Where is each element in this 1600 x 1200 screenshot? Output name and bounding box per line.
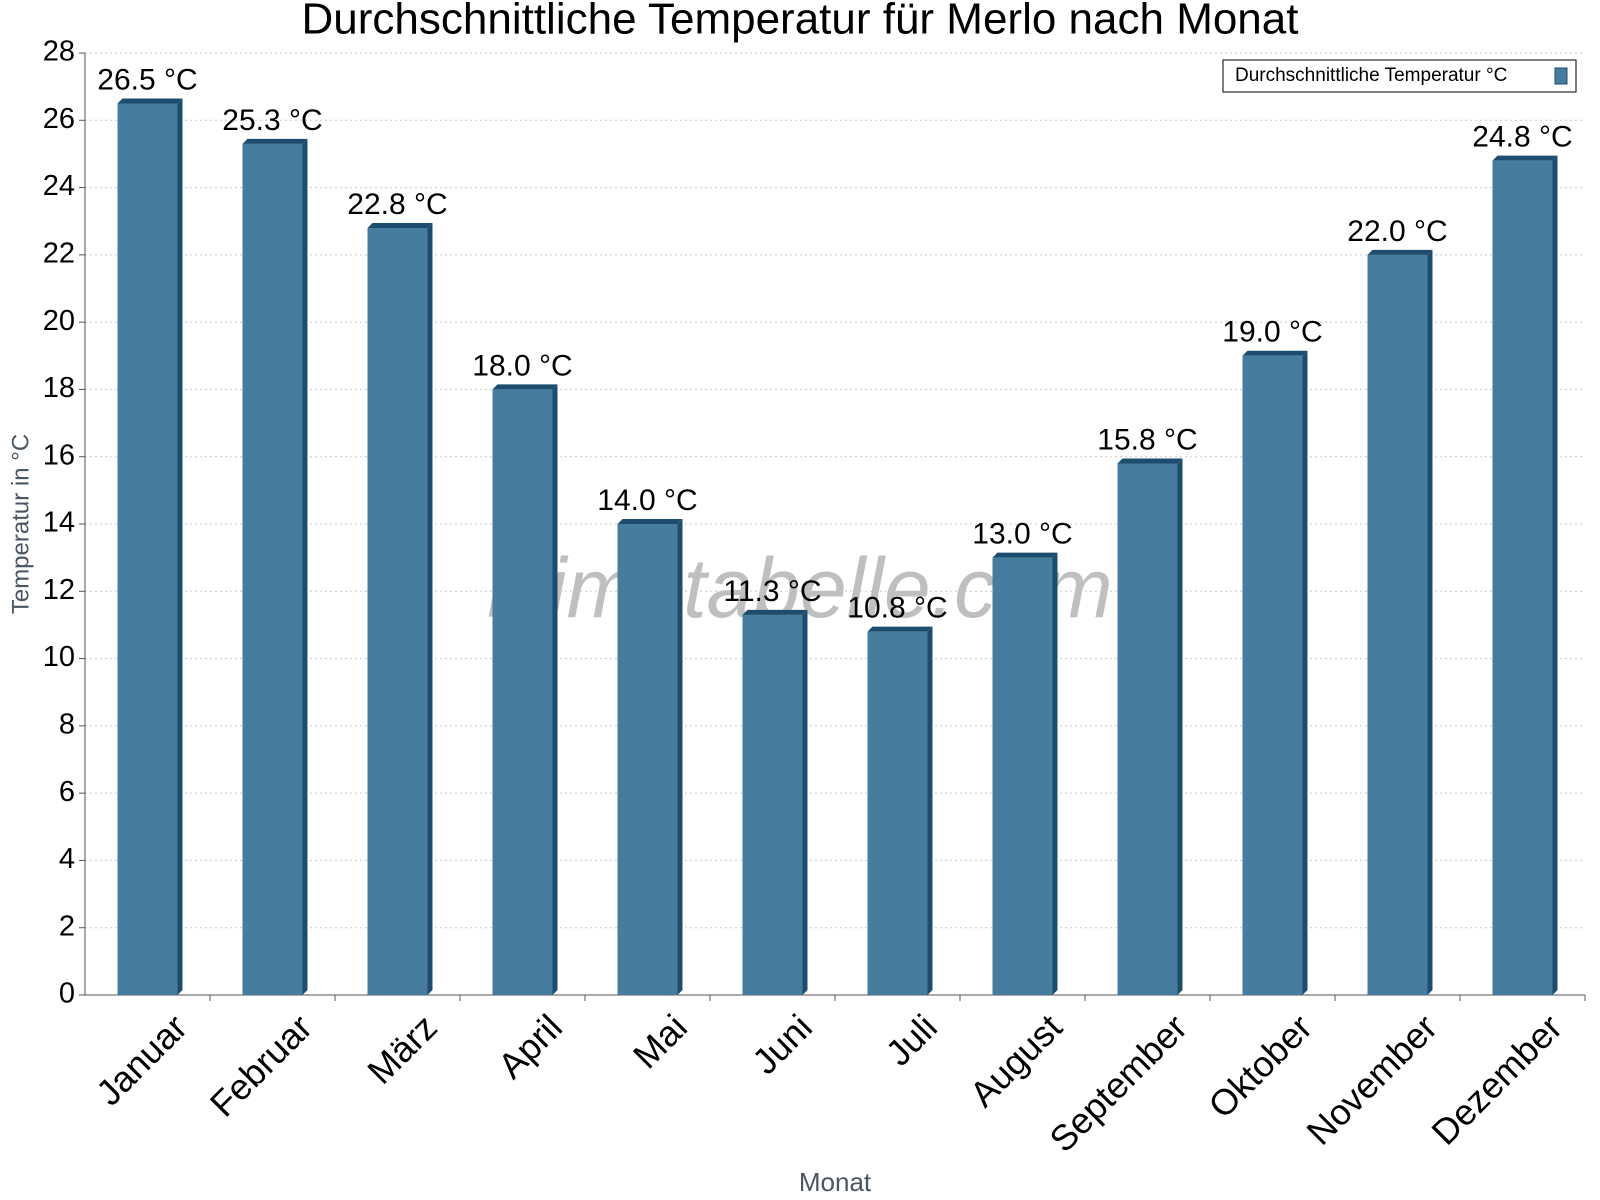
bar-side	[1052, 552, 1058, 995]
bar-top	[1367, 249, 1433, 255]
value-label: 13.0 °C	[972, 518, 1072, 551]
y-tick-label: 12	[43, 574, 75, 606]
bar-side	[177, 98, 183, 995]
bar-side	[302, 138, 308, 996]
x-tick-label: März	[359, 1006, 445, 1092]
x-tick-label: August	[962, 1006, 1070, 1114]
y-axis-label: Temperatur in °C	[7, 434, 34, 614]
bar	[1367, 254, 1428, 995]
y-tick-label: 8	[59, 709, 75, 741]
bar-side	[1427, 249, 1433, 995]
bar-side	[552, 384, 558, 995]
y-tick-label: 24	[43, 170, 75, 202]
legend-label: Durchschnittliche Temperatur °C	[1235, 65, 1507, 86]
value-label: 26.5 °C	[97, 63, 197, 96]
value-label: 14.0 °C	[597, 484, 697, 517]
y-tick-label: 0	[59, 978, 75, 1010]
chart-title: Durchschnittliche Temperatur für Merlo n…	[302, 0, 1299, 44]
bar	[1117, 463, 1178, 995]
bar	[742, 614, 803, 995]
y-tick-label: 16	[43, 439, 75, 471]
bar-top	[492, 384, 558, 390]
bar-top	[617, 519, 683, 524]
x-axis-label: Monat	[799, 1167, 872, 1197]
bar-top	[1242, 350, 1308, 356]
bar	[617, 524, 678, 995]
x-tick-label: Oktober	[1200, 1006, 1320, 1126]
x-tick-label: Juni	[744, 1006, 820, 1082]
legend-box	[1222, 59, 1577, 93]
bar-top	[867, 626, 933, 632]
bar	[867, 631, 928, 995]
bar-side	[427, 222, 433, 995]
value-label: 11.3 °C	[723, 575, 821, 608]
bar	[992, 557, 1053, 995]
value-label: 19.0 °C	[1222, 316, 1322, 349]
y-tick-label: 2	[59, 910, 75, 942]
x-tick-label: Februar	[202, 1006, 320, 1124]
bar-side	[1177, 458, 1183, 995]
value-label: 22.8 °C	[347, 188, 447, 221]
y-tick-label: 10	[43, 641, 75, 673]
bar	[492, 389, 553, 995]
legend-swatch	[1554, 67, 1568, 85]
bar-side	[802, 609, 808, 995]
x-tick-label: April	[490, 1006, 570, 1086]
value-label: 18.0 °C	[472, 349, 572, 382]
bar	[1492, 160, 1553, 995]
x-tick-label: September	[1041, 1006, 1195, 1160]
x-tick-label: November	[1298, 1006, 1444, 1152]
bar-top	[117, 98, 183, 104]
value-label: 10.8 °C	[847, 592, 947, 625]
x-tick-label: Januar	[88, 1006, 195, 1113]
bar-side	[927, 626, 933, 995]
bar-top	[1492, 155, 1558, 161]
value-label: 25.3 °C	[222, 104, 322, 137]
bar-top	[367, 222, 433, 228]
value-label: 24.8 °C	[1472, 121, 1572, 154]
y-tick-label: 20	[43, 305, 75, 337]
bar-top	[1117, 458, 1183, 464]
bar-side	[1552, 155, 1558, 995]
x-tick-label: Dezember	[1423, 1006, 1569, 1152]
bar-top	[992, 552, 1058, 558]
value-label: 15.8 °C	[1097, 423, 1197, 456]
legend: Durchschnittliche Temperatur °C	[1222, 59, 1577, 93]
y-tick-label: 14	[43, 507, 75, 539]
bar-top	[742, 609, 808, 615]
y-tick-label: 26	[43, 103, 75, 135]
y-tick-label: 4	[59, 843, 75, 875]
y-tick-label: 6	[59, 776, 75, 808]
y-tick-label: 22	[43, 238, 75, 270]
y-tick-label: 28	[43, 36, 75, 68]
bar-side	[677, 519, 683, 995]
bar	[367, 227, 428, 995]
value-label: 22.0 °C	[1347, 215, 1447, 248]
bar	[1242, 355, 1303, 995]
bar	[242, 143, 303, 996]
x-tick-label: Juli	[878, 1006, 945, 1073]
y-tick-label: 18	[43, 372, 75, 404]
bar-top	[242, 138, 308, 144]
x-tick-label: Mai	[625, 1006, 695, 1076]
bar-side	[1302, 350, 1308, 995]
bar	[117, 103, 178, 995]
